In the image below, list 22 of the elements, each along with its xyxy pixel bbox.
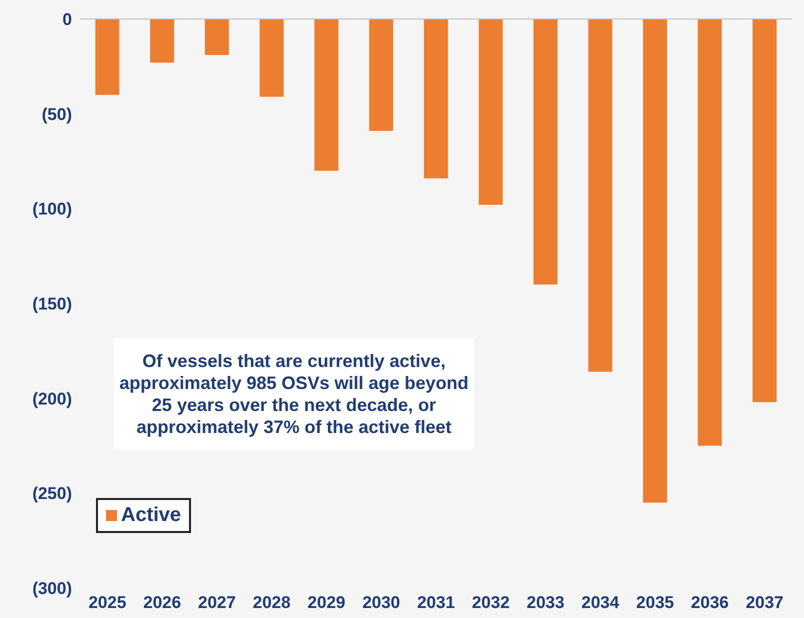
- y-tick-label: (200): [32, 389, 72, 408]
- x-tick-label: 2037: [746, 593, 784, 612]
- y-tick-label: (100): [32, 200, 72, 219]
- x-tick-label: 2029: [308, 593, 346, 612]
- x-tick-label: 2031: [417, 593, 455, 612]
- x-tick-label: 2033: [526, 593, 564, 612]
- y-tick-label: (50): [42, 104, 72, 124]
- x-tick-label: 2026: [143, 593, 182, 612]
- x-tick-label: 2034: [581, 593, 620, 612]
- legend-label: Active: [120, 504, 182, 527]
- x-tick-label: 2035: [636, 593, 674, 612]
- y-tick-label: (300): [32, 579, 72, 598]
- y-tick-label: (250): [32, 484, 72, 504]
- x-tick-label: 2028: [252, 593, 291, 612]
- x-tick-label: 2032: [472, 593, 510, 612]
- y-tick-label: 0: [62, 10, 72, 30]
- x-tick-label: 2027: [198, 593, 236, 612]
- x-tick-label: 2025: [88, 593, 126, 612]
- annotation: Of vessels that are currently active, approximately 985 OSVs will age beyond 25 years over the next decade, or approximately 37% of the active fleet: [114, 338, 474, 450]
- x-tick-label: 2036: [690, 593, 729, 612]
- y-tick-label: (150): [32, 294, 72, 314]
- x-tick-label: 2030: [362, 593, 400, 612]
